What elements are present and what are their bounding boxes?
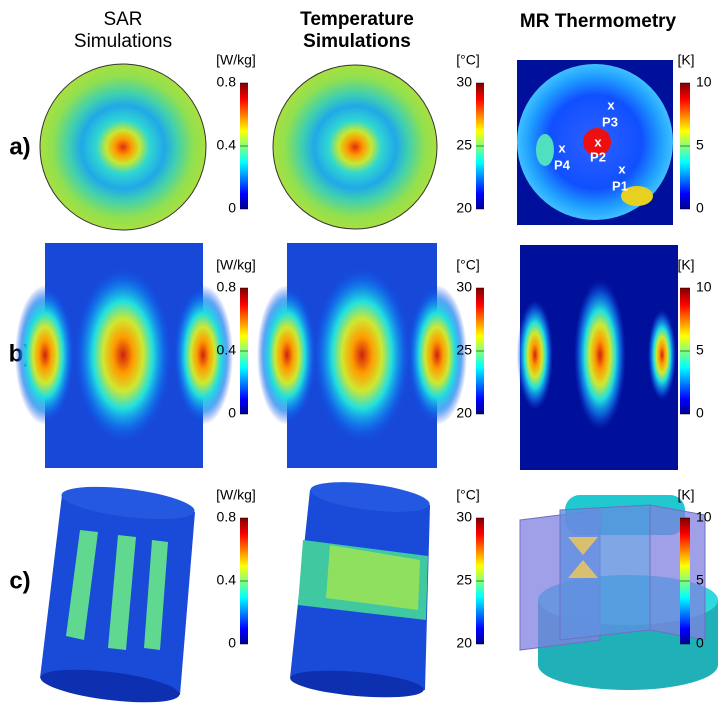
colorbar-tick-label: 10	[696, 74, 712, 90]
colorbar-unit: [°C]	[456, 487, 480, 503]
header: MR Thermometry	[520, 11, 677, 32]
colorbar-tick-label: 25	[456, 137, 472, 153]
point-label: P1	[612, 178, 628, 193]
temperature-hotspot	[312, 265, 412, 445]
colorbar-tick-label: 20	[456, 200, 472, 216]
header: SAR	[103, 9, 142, 30]
colorbar-tick-label: 0.8	[217, 74, 237, 90]
colorbar-tick-label: 25	[456, 572, 472, 588]
sar-map	[39, 63, 207, 231]
colorbar-tick-label: 0	[228, 405, 236, 421]
temperature-map	[272, 64, 438, 230]
row-label: a)	[9, 133, 30, 160]
colorbar-unit: [°C]	[456, 52, 480, 68]
colorbar-unit: [K]	[677, 257, 694, 273]
colorbar-tick-label: 5	[696, 572, 704, 588]
point-marker: x	[558, 140, 566, 155]
colorbar-tick-label: 0.8	[217, 279, 237, 295]
temperature-hotspot	[407, 285, 467, 425]
mr-hotspot	[574, 280, 626, 430]
colorbar-unit: [W/kg]	[216, 487, 256, 503]
colorbar-tick-label: 30	[456, 509, 472, 525]
colorbar-tick-label: 20	[456, 635, 472, 651]
colorbar-unit: [K]	[677, 487, 694, 503]
colorbar-tick-label: 30	[456, 74, 472, 90]
header: Simulations	[74, 31, 172, 52]
colorbar-tick-label: 0.4	[217, 137, 237, 153]
sar-hotspot	[73, 265, 173, 445]
sar-cylinder	[40, 486, 195, 703]
colorbar-tick-label: 5	[696, 137, 704, 153]
point-label: P4	[554, 157, 571, 172]
colorbar-tick-label: 0	[228, 635, 236, 651]
mr-hotspot	[648, 310, 676, 400]
coil-model	[519, 495, 718, 690]
mr-hotspot	[621, 186, 653, 206]
colorbar-tick-label: 20	[456, 405, 472, 421]
temperature-cylinder	[290, 482, 430, 698]
sar-hotspot	[173, 285, 233, 425]
sar-hotspot	[15, 285, 75, 425]
colorbar-tick-label: 0.4	[217, 572, 237, 588]
point-marker: x	[607, 97, 615, 112]
mr-hotspot	[536, 134, 554, 166]
point-marker: x	[618, 161, 626, 176]
colorbar-tick-label: 0.8	[217, 509, 237, 525]
point-label: P3	[602, 114, 618, 129]
colorbar-unit: [W/kg]	[216, 257, 256, 273]
colorbar-tick-label: 0	[696, 405, 704, 421]
colorbar-tick-label: 30	[456, 279, 472, 295]
colorbar-tick-label: 10	[696, 279, 712, 295]
header: Temperature	[300, 9, 414, 30]
colorbar-unit: [W/kg]	[216, 52, 256, 68]
point-marker: x	[594, 134, 602, 149]
colorbar-tick-label: 5	[696, 342, 704, 358]
row-label: c)	[9, 567, 30, 594]
point-label: P2	[590, 149, 606, 164]
colorbar-tick-label: 0	[228, 200, 236, 216]
colorbar-tick-label: 0	[696, 635, 704, 651]
colorbar-tick-label: 10	[696, 509, 712, 525]
temperature-hotspot	[257, 285, 317, 425]
colorbar-tick-label: 0	[696, 200, 704, 216]
mr-hotspot	[517, 300, 553, 410]
header: Simulations	[303, 31, 411, 52]
mr-hotspot	[583, 128, 611, 156]
colorbar-tick-label: 0.4	[217, 342, 237, 358]
colorbar-unit: [°C]	[456, 257, 480, 273]
colorbar-unit: [K]	[677, 52, 694, 68]
colorbar-tick-label: 25	[456, 342, 472, 358]
